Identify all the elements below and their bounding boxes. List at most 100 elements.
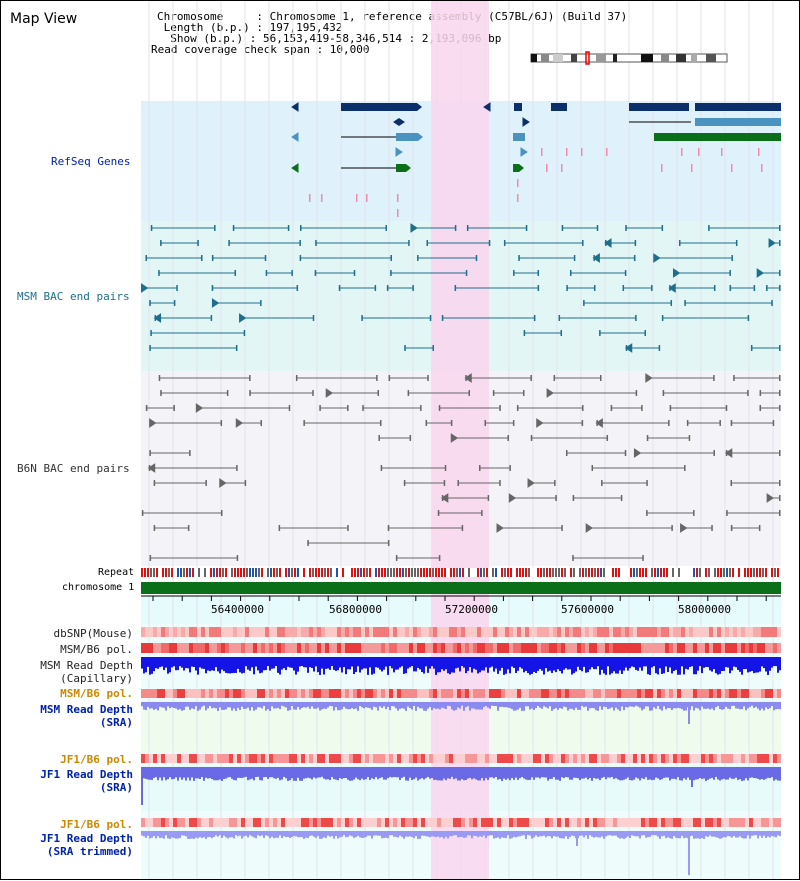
refseq-genes-label[interactable]: RefSeq Genes	[51, 155, 131, 168]
heat-cell	[637, 643, 641, 653]
repeat-element	[726, 568, 728, 577]
heat-cell	[281, 818, 285, 827]
heat-cell	[385, 754, 389, 763]
heat-cell	[385, 689, 389, 698]
depth-bar	[683, 831, 685, 839]
depth-bar	[313, 831, 315, 837]
jf1-read-depth-trimmed-label[interactable]: JF1 Read Depth	[40, 832, 133, 845]
depth-bar	[163, 702, 165, 708]
depth-bar	[343, 657, 345, 668]
depth-bar	[643, 702, 645, 709]
depth-bar	[517, 767, 519, 780]
depth-bar	[469, 767, 471, 778]
jf1-b6-pol-label[interactable]: JF1/B6 pol.	[60, 753, 133, 766]
bac-end-mark	[779, 345, 781, 351]
heat-cell	[445, 689, 449, 698]
bac-end-arrow-icon	[768, 238, 776, 248]
heat-cell	[365, 643, 369, 653]
heat-cell	[637, 754, 641, 763]
heat-cell	[189, 627, 193, 637]
depth-bar	[587, 702, 589, 711]
depth-bar	[215, 767, 217, 781]
heat-cell	[409, 689, 413, 698]
depth-bar	[739, 702, 741, 710]
msm-read-depth-capillary-label[interactable]: MSM Read Depth	[40, 659, 133, 672]
depth-bar	[583, 831, 585, 838]
heat-cell	[361, 754, 365, 763]
heat-cell	[565, 818, 569, 827]
repeat-element	[537, 568, 539, 577]
heat-cell	[649, 627, 653, 637]
depth-bar	[143, 657, 145, 674]
depth-bar	[749, 657, 751, 672]
depth-bar	[767, 831, 769, 837]
jf1-read-depth-sra-label[interactable]: JF1 Read Depth	[40, 768, 133, 781]
depth-bar	[719, 702, 721, 709]
depth-bar	[259, 767, 261, 781]
depth-bar	[385, 702, 387, 709]
heat-cell	[593, 818, 597, 827]
msm-b6-pol-label[interactable]: MSM/B6 pol.	[60, 643, 133, 656]
heat-cell	[745, 689, 749, 698]
depth-bar	[399, 831, 401, 836]
depth-bar	[749, 831, 751, 839]
depth-spike	[688, 702, 690, 724]
depth-bar	[517, 831, 519, 837]
heat-cell	[369, 627, 373, 637]
depth-bar	[433, 702, 435, 709]
bac-end-mark	[610, 405, 613, 411]
gene-end-icon	[291, 163, 299, 173]
depth-bar	[141, 657, 143, 669]
bac-end-mark	[338, 285, 341, 291]
bac-end-mark	[558, 315, 561, 321]
depth-bar	[343, 767, 345, 779]
jf1-b6-pol-trimmed-label[interactable]: JF1/B6 pol.	[60, 818, 133, 831]
depth-bar	[649, 657, 651, 675]
heat-cell	[285, 754, 289, 763]
heat-cell	[537, 627, 541, 637]
heat-cell	[297, 689, 301, 698]
b6n-bac-label[interactable]: B6N BAC end pairs	[17, 462, 130, 475]
heat-cell	[409, 627, 413, 637]
msm-bac-label[interactable]: MSM BAC end pairs	[17, 290, 130, 303]
heat-cell	[417, 818, 421, 827]
heat-cell	[205, 627, 209, 637]
depth-bar	[393, 657, 395, 673]
depth-bar	[529, 702, 531, 710]
depth-bar	[361, 657, 363, 670]
depth-bar	[525, 657, 527, 671]
dbsnp-label[interactable]: dbSNP(Mouse)	[53, 627, 133, 640]
depth-bar	[469, 831, 471, 836]
depth-bar	[685, 831, 687, 838]
heat-cell	[413, 689, 417, 698]
heat-cell	[305, 689, 309, 698]
depth-bar	[579, 702, 581, 710]
depth-bar	[705, 702, 707, 709]
depth-bar	[419, 831, 421, 839]
depth-bar	[589, 831, 591, 836]
bac-end-mark	[380, 465, 383, 471]
depth-bar	[405, 767, 407, 781]
heat-cell	[381, 818, 385, 827]
msm-b6-pol-sra-label[interactable]: MSM/B6 pol.	[60, 687, 133, 700]
repeat-element	[189, 568, 191, 577]
heat-cell	[645, 754, 649, 763]
depth-bar	[641, 831, 643, 836]
depth-bar	[453, 657, 455, 673]
depth-bar	[733, 657, 735, 667]
depth-bar	[171, 657, 173, 668]
depth-bar	[661, 831, 663, 837]
depth-bar	[249, 702, 251, 711]
depth-bar	[425, 831, 427, 837]
heat-cell	[349, 754, 353, 763]
depth-bar	[441, 831, 443, 837]
depth-bar	[575, 657, 577, 672]
heat-cell	[665, 689, 669, 698]
bac-end-mark	[688, 435, 691, 441]
depth-bar	[353, 657, 355, 674]
depth-bar	[461, 831, 463, 837]
msm-read-depth-sra-label[interactable]: MSM Read Depth	[40, 703, 133, 716]
bac-end-mark	[572, 495, 575, 501]
depth-bar	[759, 831, 761, 836]
